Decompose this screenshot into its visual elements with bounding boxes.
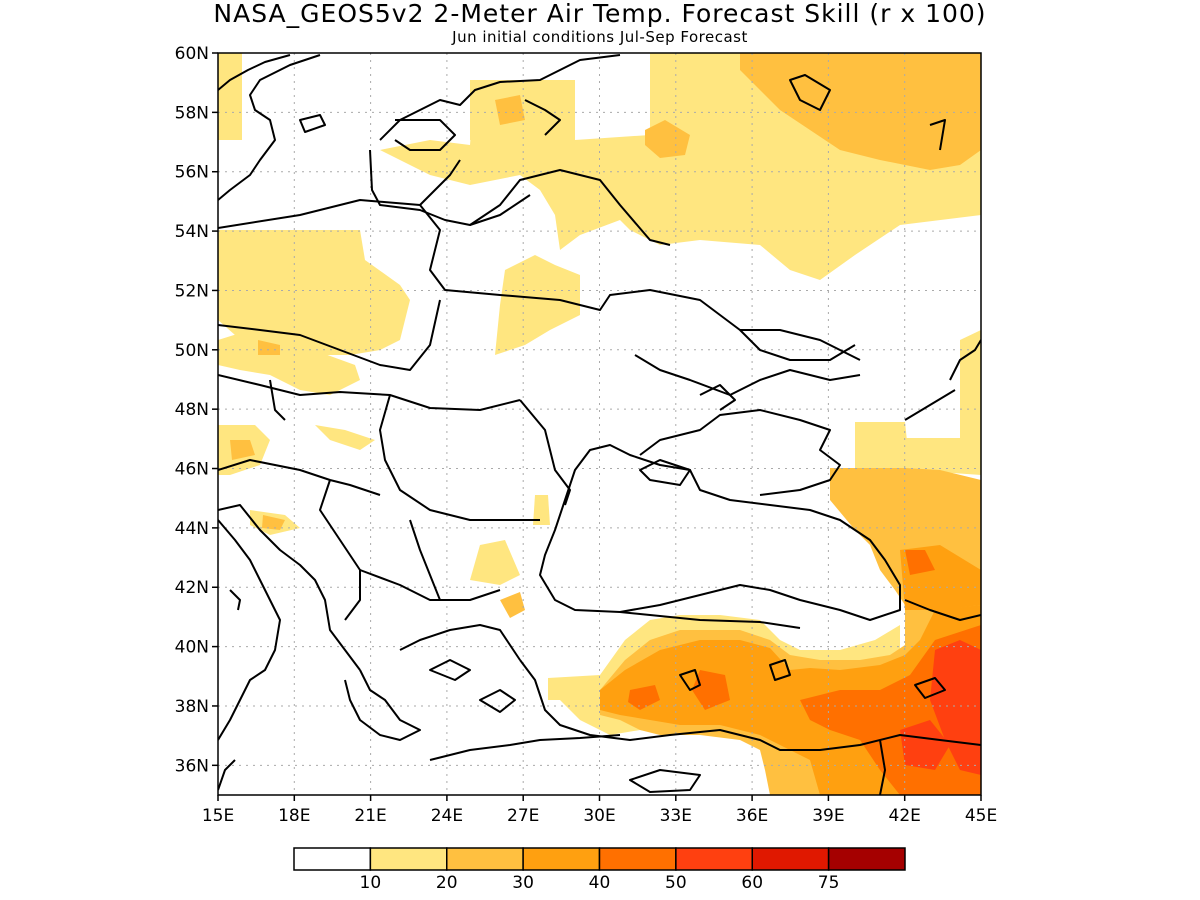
- x-tick-label: 39E: [812, 806, 844, 826]
- legend-colorbar: 10 20 30 40 50 60 75: [293, 847, 906, 893]
- legend-swatch: [446, 847, 524, 871]
- legend-label: 20: [436, 873, 458, 893]
- x-tick-label: 30E: [583, 806, 615, 826]
- y-tick-label: 56N: [175, 163, 209, 183]
- x-tick-label: 27E: [507, 806, 539, 826]
- x-tick-label: 15E: [202, 806, 234, 826]
- x-tick-label: 36E: [736, 806, 768, 826]
- legend-swatch: [522, 847, 601, 871]
- y-tick-label: 52N: [175, 281, 209, 301]
- legend-swatch: [598, 847, 677, 871]
- map-subtitle: Jun initial conditions Jul-Sep Forecast: [452, 28, 748, 46]
- x-tick-label: 42E: [889, 806, 921, 826]
- x-tick-label: 33E: [660, 806, 692, 826]
- y-tick-label: 46N: [175, 460, 209, 480]
- skill-band-50-60: [900, 640, 981, 775]
- y-tick-label: 38N: [175, 697, 209, 717]
- y-axis: 60N 58N 56N 54N 52N 50N 48N 46N 44N 42N 40N 38N 36N: [175, 44, 218, 776]
- legend-swatch: [827, 847, 906, 871]
- y-tick-label: 54N: [175, 222, 209, 242]
- legend-label: 60: [741, 873, 763, 893]
- legend-label: 75: [818, 873, 840, 893]
- legend-swatch: [751, 847, 830, 871]
- x-axis: 15E 18E 21E 24E 27E 30E 33E 36E 39E 42E 45E: [202, 795, 997, 826]
- x-tick-label: 45E: [965, 806, 997, 826]
- y-tick-label: 50N: [175, 341, 209, 361]
- y-tick-label: 42N: [175, 578, 209, 598]
- y-tick-label: 44N: [175, 519, 209, 539]
- legend-label: 40: [589, 873, 611, 893]
- map-title: NASA_GEOS5v2 2-Meter Air Temp. Forecast …: [213, 0, 987, 28]
- coastlines-and-borders: [218, 54, 981, 795]
- y-tick-label: 48N: [175, 400, 209, 420]
- y-tick-label: 60N: [175, 44, 209, 64]
- y-tick-label: 58N: [175, 103, 209, 123]
- legend-label: 10: [360, 873, 382, 893]
- legend-label: 30: [512, 873, 534, 893]
- x-tick-label: 18E: [278, 806, 310, 826]
- legend-swatch: [293, 847, 372, 871]
- y-tick-label: 40N: [175, 638, 209, 658]
- x-tick-label: 24E: [431, 806, 463, 826]
- y-tick-label: 36N: [175, 756, 209, 776]
- skill-shading: [218, 53, 981, 795]
- gridlines: [218, 53, 981, 795]
- x-tick-label: 21E: [354, 806, 386, 826]
- legend-label: 50: [665, 873, 687, 893]
- legend-swatch: [675, 847, 753, 871]
- legend-swatch: [369, 847, 448, 871]
